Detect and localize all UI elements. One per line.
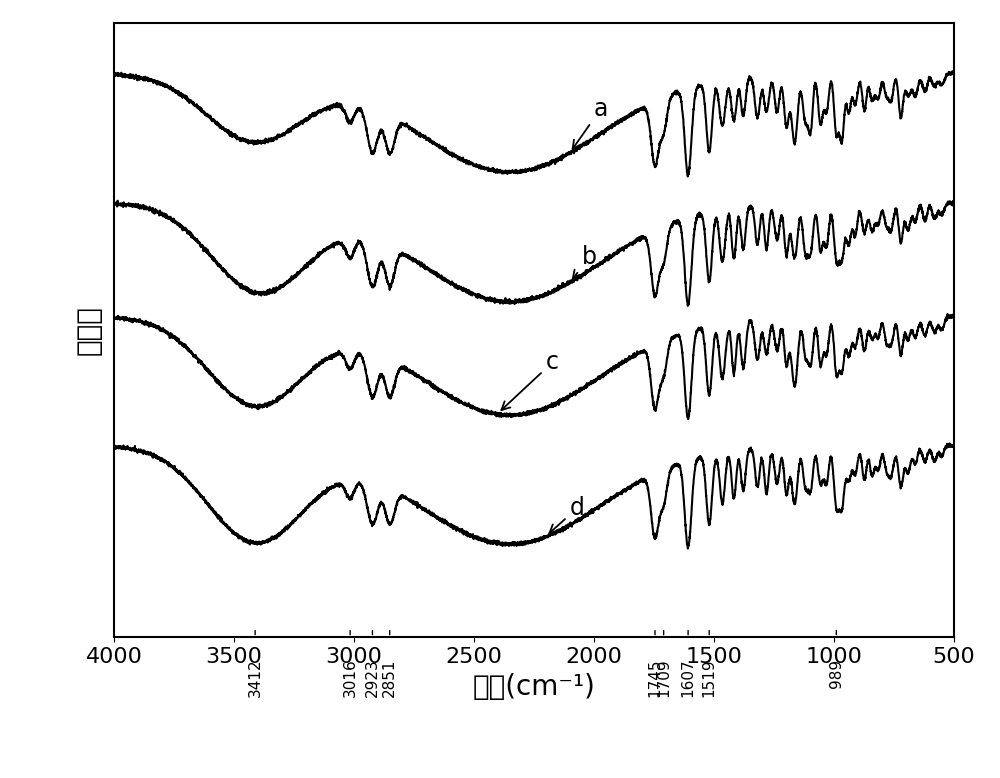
Text: 2851: 2851 [382,658,397,697]
Text: 3412: 3412 [248,658,263,697]
Text: c: c [501,350,559,410]
Text: d: d [549,496,585,533]
X-axis label: 波数(cm⁻¹): 波数(cm⁻¹) [472,673,595,701]
Text: 2923: 2923 [365,658,380,697]
Y-axis label: 透过率: 透过率 [75,305,103,355]
Text: a: a [573,96,608,149]
Text: 1745: 1745 [647,658,662,697]
Text: 1519: 1519 [702,658,717,697]
Text: 1709: 1709 [656,658,671,697]
Text: 1607: 1607 [681,658,696,697]
Text: 3016: 3016 [343,658,358,697]
Text: 989: 989 [829,658,844,688]
Text: b: b [573,245,597,279]
